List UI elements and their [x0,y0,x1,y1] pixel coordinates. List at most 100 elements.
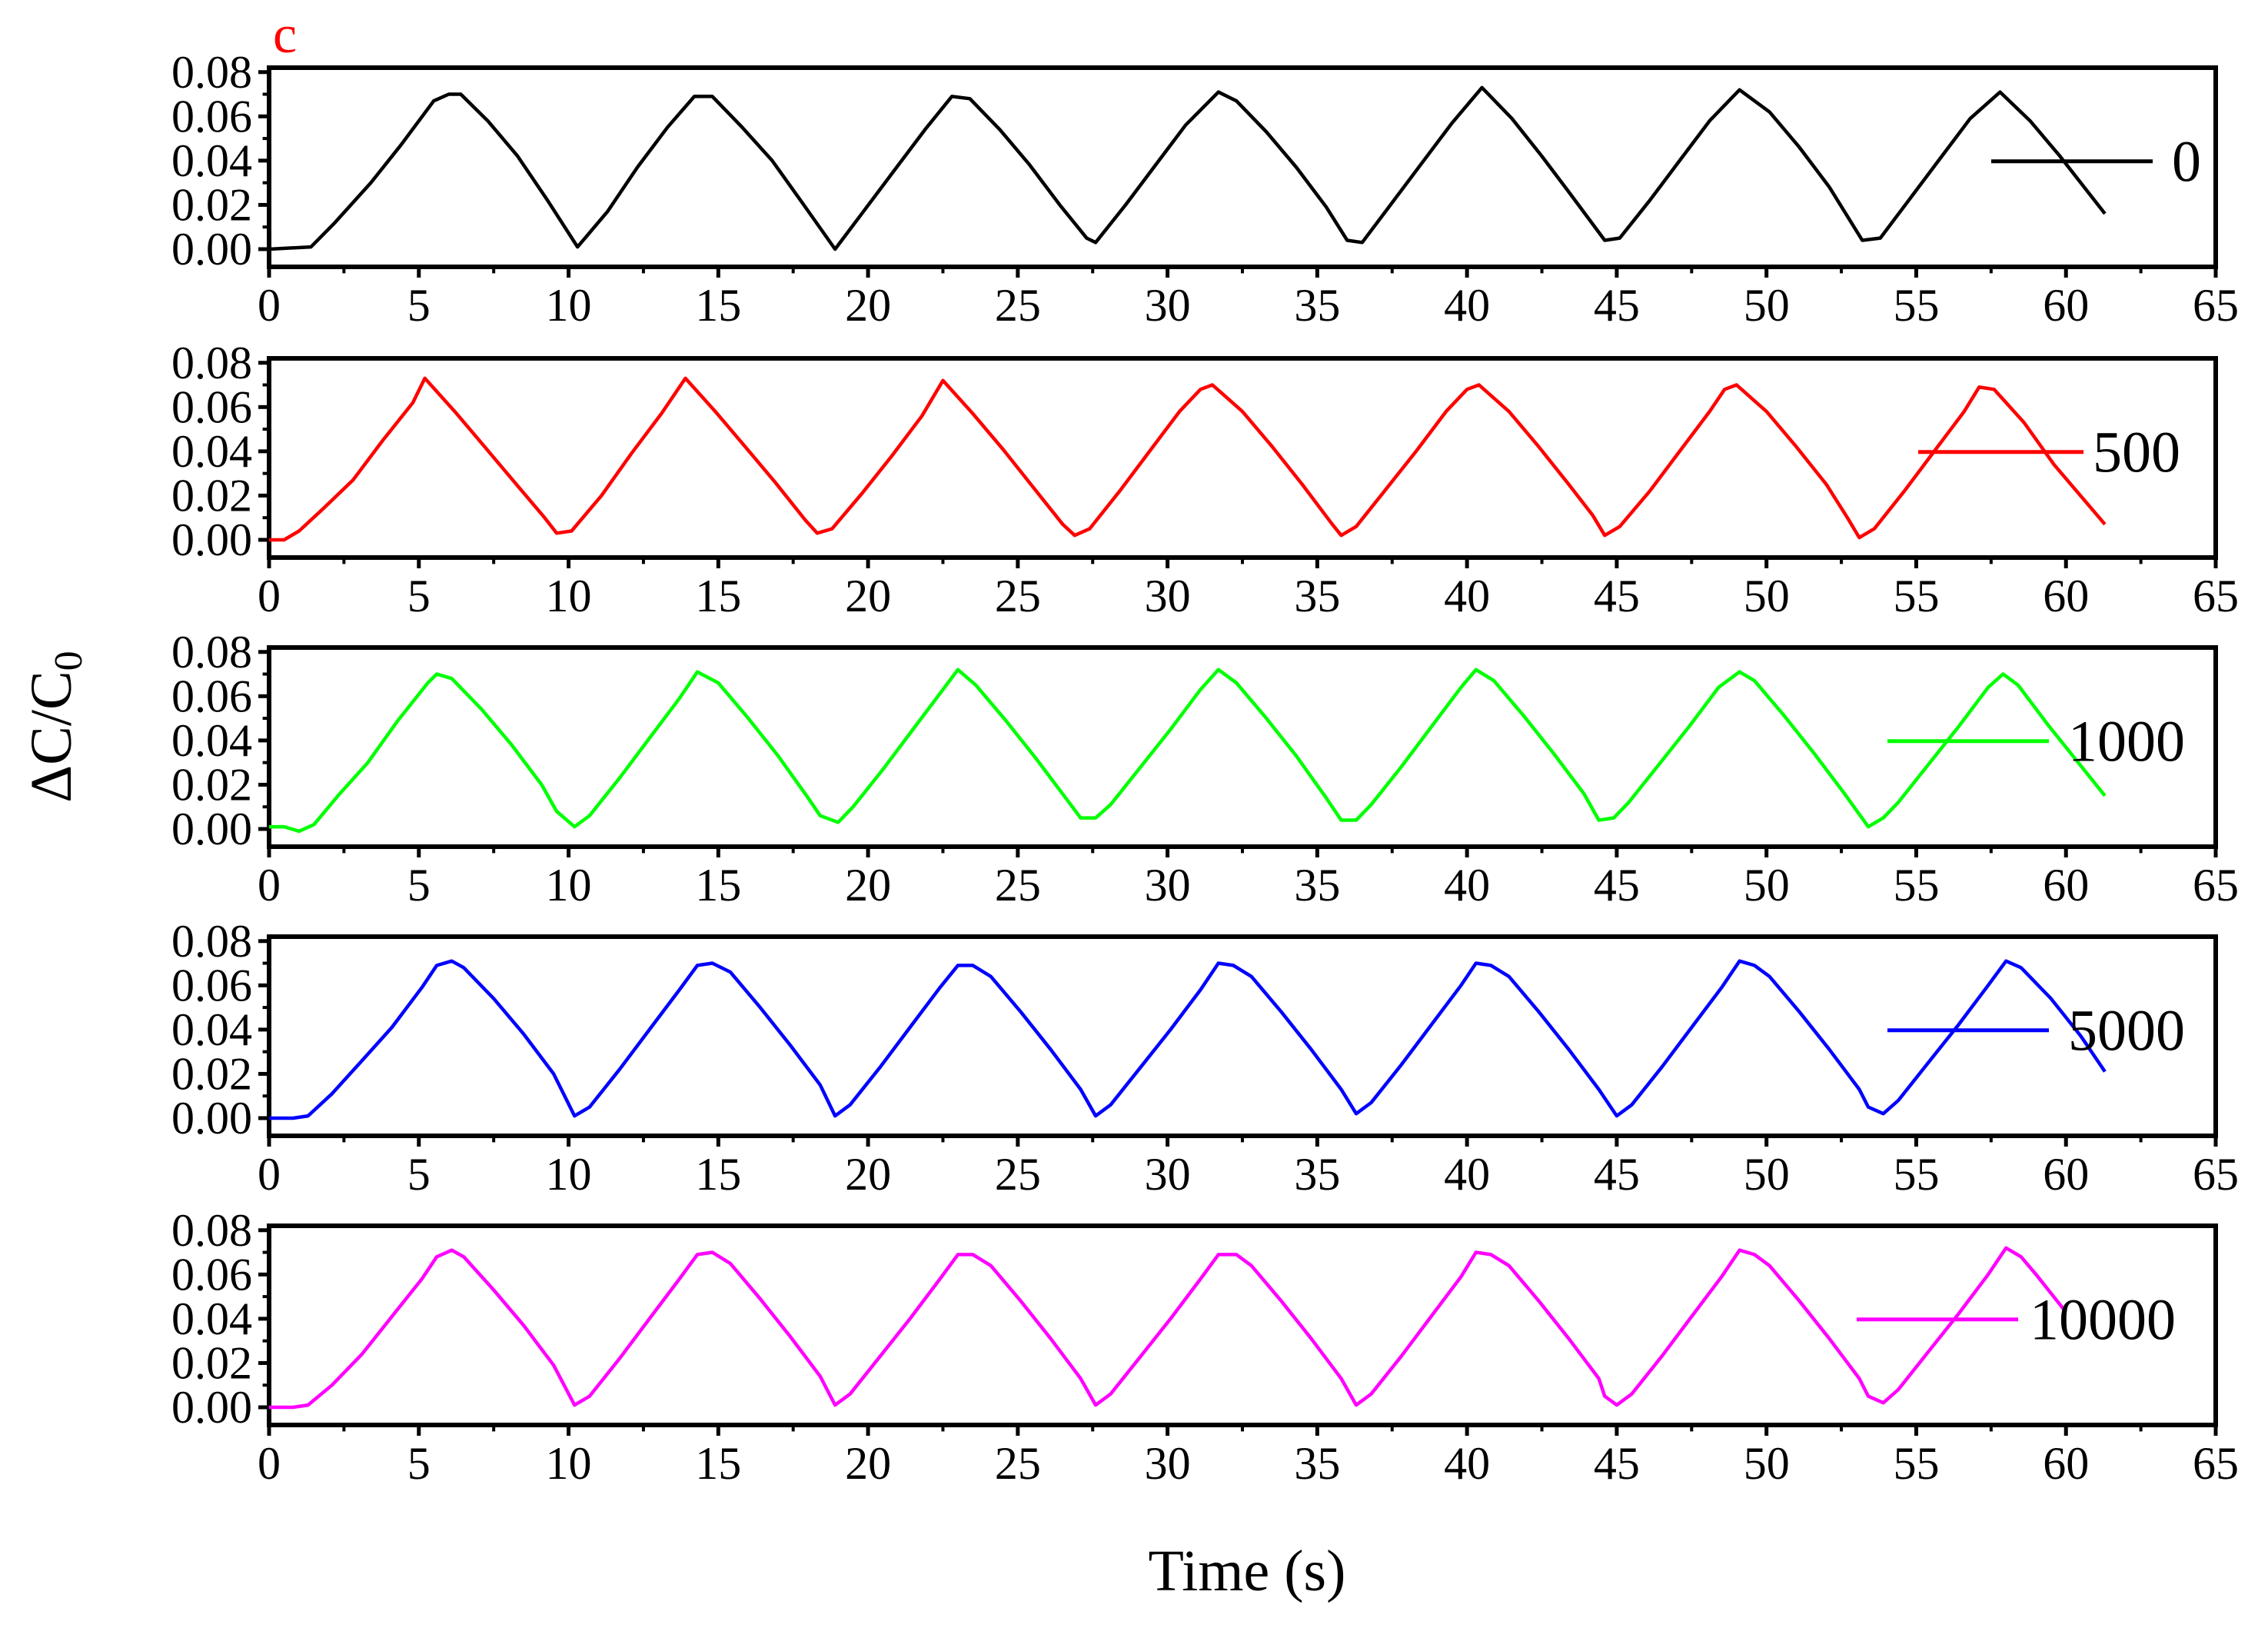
y-tick-label: 0.04 [171,135,252,186]
x-tick-label: 65 [2193,280,2239,331]
y-tick-label: 0.08 [171,47,252,98]
y-tick-label: 0.00 [171,224,252,275]
y-tick-label: 0.06 [171,1249,252,1300]
x-tick-label: 5 [407,571,431,621]
y-tick-label: 0.08 [171,1205,252,1256]
x-tick-label: 35 [1294,1149,1340,1200]
x-tick-label: 55 [1893,1149,1939,1200]
x-tick-label: 50 [1744,571,1790,621]
x-tick-label: 5 [407,1438,431,1489]
x-tick-label: 35 [1294,860,1340,911]
x-tick-label: 50 [1744,860,1790,911]
chart-panels: 0 5 10 15 20 25 30 35 40 45 50 55 60 650.000.020.040.… [171,47,2239,1489]
x-tick-label: 35 [1294,1438,1340,1489]
x-tick-label: 5 [407,1149,431,1200]
y-tick-label: 0.02 [171,179,252,230]
x-tick-label: 15 [695,1149,741,1200]
x-tick-label: 40 [1444,1149,1490,1200]
y-tick-label: 0.06 [171,91,252,141]
y-tick-label: 0.08 [171,627,252,678]
panel-500: 0 5 10 15 20 25 30 35 40 45 50 55 60 650.000.020.040.… [171,338,2239,621]
panel-10000: 0 5 10 15 20 25 30 35 40 45 50 55 60 650.000.020.040.… [171,1205,2239,1489]
x-tick-label: 25 [995,860,1041,911]
y-tick-label: 0.06 [171,381,252,432]
series-line-1000 [269,668,2107,834]
y-tick-label: 0.02 [171,470,252,521]
x-tick-label: 25 [995,1438,1041,1489]
y-tick-label: 0.04 [171,715,252,766]
x-tick-label: 60 [2043,1149,2089,1200]
legend-label: 500 [2093,421,2180,485]
x-tick-label: 50 [1744,1149,1790,1200]
x-tick-label: 0 [258,860,281,911]
y-tick-label: 0.00 [171,804,252,854]
x-tick-label: 30 [1145,1438,1191,1489]
panel-5000: 0 5 10 15 20 25 30 35 40 45 50 55 60 650.000.020.040.… [171,916,2239,1200]
x-tick-label: 15 [695,860,741,911]
y-axis-title-main: ΔC/C [19,671,84,802]
legend-label: 5000 [2068,999,2185,1064]
y-tick-label: 0.02 [171,1337,252,1388]
x-axis-title: Time (s) [1149,1539,1346,1603]
series-line-500 [269,376,2107,542]
series-line-5000 [269,959,2107,1120]
x-tick-label: 15 [695,571,741,621]
series-line-0 [268,85,2107,251]
y-tick-label: 0.04 [171,426,252,477]
y-tick-label: 0.04 [171,1293,252,1344]
legend-label: 1000 [2068,710,2185,774]
x-tick-label: 60 [2043,860,2089,911]
y-tick-label: 0.06 [171,960,252,1010]
x-tick-label: 20 [845,280,891,331]
panel-letter: c [273,5,297,65]
x-tick-label: 65 [2193,860,2239,911]
x-tick-label: 40 [1444,280,1490,331]
y-axis-title-subscript: 0 [47,651,91,671]
x-tick-label: 65 [2193,571,2239,621]
x-tick-label: 60 [2043,571,2089,621]
x-tick-label: 60 [2043,1438,2089,1489]
y-tick-label: 0.08 [171,916,252,967]
x-tick-label: 55 [1893,571,1939,621]
x-tick-label: 15 [695,280,741,331]
y-tick-label: 0.02 [171,759,252,810]
x-tick-label: 40 [1444,1438,1490,1489]
x-tick-label: 40 [1444,571,1490,621]
x-tick-label: 45 [1594,280,1640,331]
x-tick-label: 10 [546,280,592,331]
x-tick-label: 10 [546,1438,592,1489]
y-tick-label: 0.00 [171,1093,252,1144]
x-tick-label: 60 [2043,280,2089,331]
x-tick-label: 25 [995,1149,1041,1200]
x-tick-label: 10 [546,571,592,621]
x-tick-label: 25 [995,280,1041,331]
x-tick-label: 50 [1744,1438,1790,1489]
x-tick-label: 40 [1444,860,1490,911]
x-tick-label: 0 [258,280,281,331]
x-tick-label: 30 [1145,860,1191,911]
x-tick-label: 55 [1893,1438,1939,1489]
x-tick-label: 5 [407,280,431,331]
y-tick-label: 0.06 [171,671,252,721]
x-tick-label: 55 [1893,280,1939,331]
x-tick-label: 10 [546,1149,592,1200]
y-tick-label: 0.00 [171,514,252,565]
y-tick-label: 0.08 [171,338,252,388]
legend-label: 10000 [2030,1288,2176,1353]
x-tick-label: 55 [1893,860,1939,911]
x-tick-label: 0 [258,1438,281,1489]
y-tick-label: 0.04 [171,1004,252,1055]
x-tick-label: 25 [995,571,1041,621]
x-tick-label: 65 [2193,1438,2239,1489]
x-tick-label: 65 [2193,1149,2239,1200]
y-tick-label: 0.00 [171,1382,252,1433]
x-tick-label: 35 [1294,571,1340,621]
x-tick-label: 0 [258,1149,281,1200]
x-tick-label: 50 [1744,280,1790,331]
legend-label: 0 [2172,130,2201,195]
x-tick-label: 45 [1594,1149,1640,1200]
x-tick-label: 45 [1594,571,1640,621]
x-tick-label: 35 [1294,280,1340,331]
